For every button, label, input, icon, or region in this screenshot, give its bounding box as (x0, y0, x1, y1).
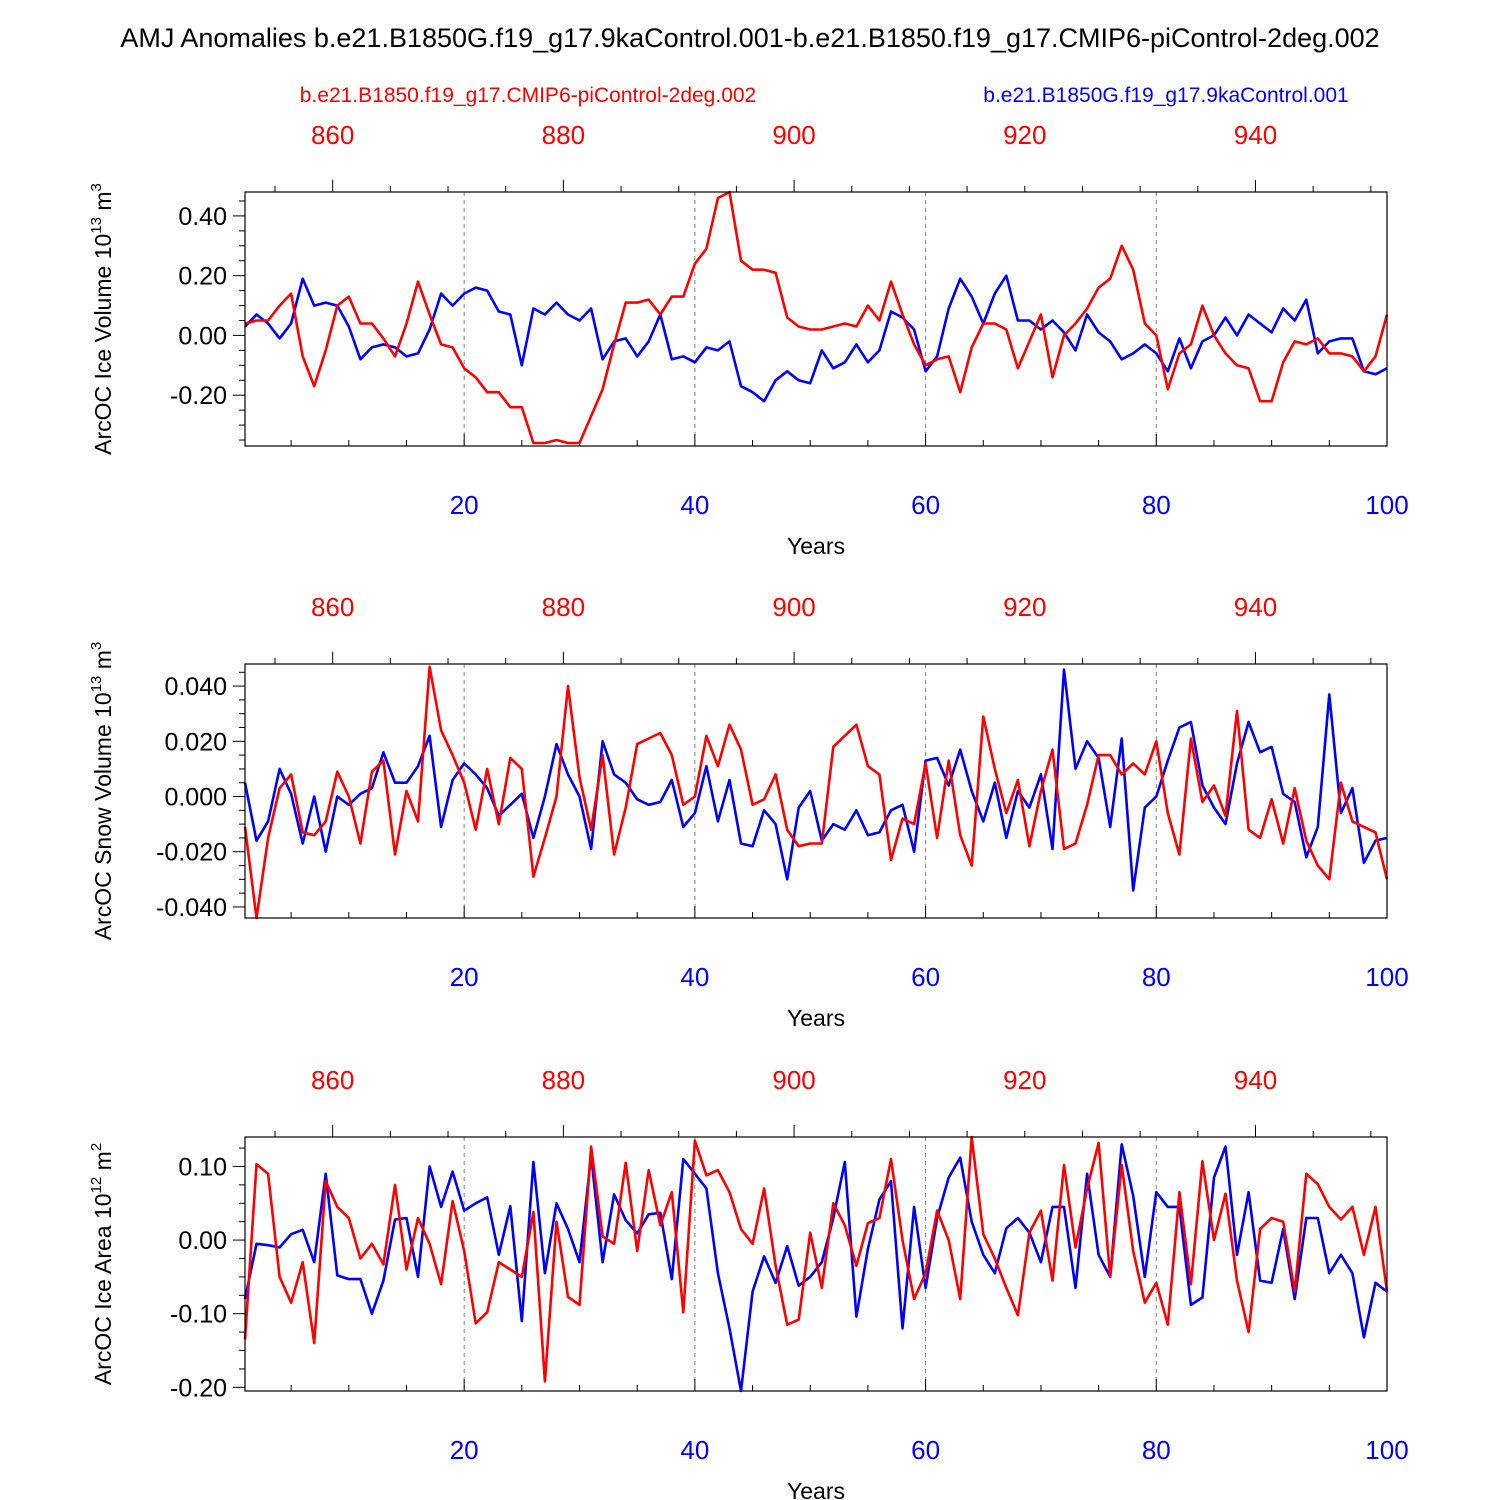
y-axis-label-part: ArcOC Snow Volume 10 (90, 692, 116, 940)
series-line-blue (243, 668, 1388, 892)
x-tick-label: 100 (1365, 1435, 1408, 1465)
series-line-blue (244, 274, 1388, 403)
x-tick-label: 40 (680, 490, 709, 520)
x-tick-label: 20 (450, 490, 479, 520)
y-axis-label-sup: 3 (88, 642, 105, 650)
y-tick-label: -0.20 (170, 1374, 227, 1402)
chart-panel-2: -0.040 -0.020 0.000 0.020 0.040 20 40 60 80 100 86… (88, 592, 1409, 1031)
x-axis-label: Years (787, 533, 845, 559)
x-tick-label: 80 (1142, 962, 1171, 992)
x-tick-label: 60 (911, 962, 940, 992)
y-tick-label: 0.40 (178, 203, 227, 231)
y-tick-label: 0.10 (178, 1153, 227, 1181)
x-tick-label: 20 (450, 962, 479, 992)
x-top-tick-label: 900 (772, 592, 815, 622)
x-tick-label: 80 (1142, 490, 1171, 520)
plot-frame (244, 191, 1388, 447)
y-axis-label-part: m (90, 191, 116, 217)
y-axis-label: ArcOC Snow Volume 1013 m3 (88, 642, 116, 941)
x-top-tick-label: 940 (1234, 120, 1277, 150)
x-top-tick-label: 940 (1234, 1065, 1277, 1095)
y-axis-label-part: m (90, 1151, 116, 1177)
y-tick-label: 0.000 (164, 784, 227, 812)
y-axis-label-part: ArcOC Ice Area 10 (90, 1193, 116, 1385)
chart-panel-1: -0.20 0.00 0.20 0.40 20 40 60 80 100 860 880 900 920… (88, 120, 1409, 559)
x-tick-label: 20 (450, 1435, 479, 1465)
x-top-tick-label: 900 (772, 1065, 815, 1095)
x-top-tick-label: 880 (542, 120, 585, 150)
x-top-tick-label: 860 (311, 1065, 354, 1095)
y-tick-label: 0.020 (164, 728, 227, 756)
x-tick-label: 60 (911, 1435, 940, 1465)
x-top-tick-label: 900 (772, 120, 815, 150)
x-tick-label: 40 (680, 962, 709, 992)
y-tick-label: -0.20 (170, 382, 227, 410)
x-top-tick-label: 940 (1234, 592, 1277, 622)
y-axis-label: ArcOC Ice Area 1012 m2 (88, 1143, 116, 1385)
x-top-tick-label: 880 (542, 592, 585, 622)
panels: -0.20 0.00 0.20 0.40 20 40 60 80 100 860 880 900 920… (88, 120, 1409, 1500)
chart-panel-3: -0.20 -0.10 0.00 0.10 20 40 60 80 100 860 880 900 92… (88, 1065, 1409, 1500)
y-tick-label: 0.00 (178, 1227, 227, 1255)
legend-red-label: b.e21.B1850.f19_g17.CMIP6-piControl-2deg… (300, 84, 756, 107)
x-top-tick-label: 920 (1003, 1065, 1046, 1095)
y-axis-label-sup: 3 (88, 183, 105, 191)
x-tick-label: 60 (911, 490, 940, 520)
y-axis-label-part: m (90, 650, 116, 676)
y-axis-label-sup: 13 (88, 676, 105, 693)
x-top-tick-label: 920 (1003, 120, 1046, 150)
chart-title: AMJ Anomalies b.e21.B1850G.f19_g17.9kaCo… (120, 23, 1379, 53)
y-tick-label: -0.10 (170, 1301, 227, 1329)
y-tick-label: 0.00 (178, 322, 227, 350)
x-top-tick-label: 860 (311, 120, 354, 150)
legend-blue-label: b.e21.B1850G.f19_g17.9kaControl.001 (983, 84, 1348, 107)
y-axis-label-sup: 13 (88, 217, 105, 234)
y-tick-label: -0.020 (156, 839, 227, 867)
x-tick-label: 80 (1142, 1435, 1171, 1465)
series-line-red (244, 190, 1389, 445)
y-axis-label-part: ArcOC Ice Volume 10 (90, 234, 116, 455)
y-axis-label: ArcOC Ice Volume 1013 m3 (88, 183, 116, 455)
series-line-blue (243, 1143, 1388, 1393)
x-axis-label: Years (787, 1005, 845, 1031)
series-line-red (243, 1135, 1389, 1383)
y-tick-label: 0.20 (178, 263, 227, 291)
y-tick-label: -0.040 (156, 894, 227, 922)
y-axis-label-sup: 12 (88, 1177, 105, 1194)
x-tick-label: 100 (1365, 962, 1408, 992)
x-top-tick-label: 880 (542, 1065, 585, 1095)
series-line-red (243, 665, 1389, 920)
plot-frame (244, 663, 1388, 919)
x-top-tick-label: 920 (1003, 592, 1046, 622)
x-axis-label: Years (787, 1478, 845, 1500)
y-tick-label: 0.040 (164, 673, 227, 701)
x-top-tick-label: 860 (311, 592, 354, 622)
x-tick-label: 100 (1365, 490, 1408, 520)
x-tick-label: 40 (680, 1435, 709, 1465)
y-axis-label-sup: 2 (88, 1143, 105, 1151)
plot-frame (244, 1136, 1388, 1392)
